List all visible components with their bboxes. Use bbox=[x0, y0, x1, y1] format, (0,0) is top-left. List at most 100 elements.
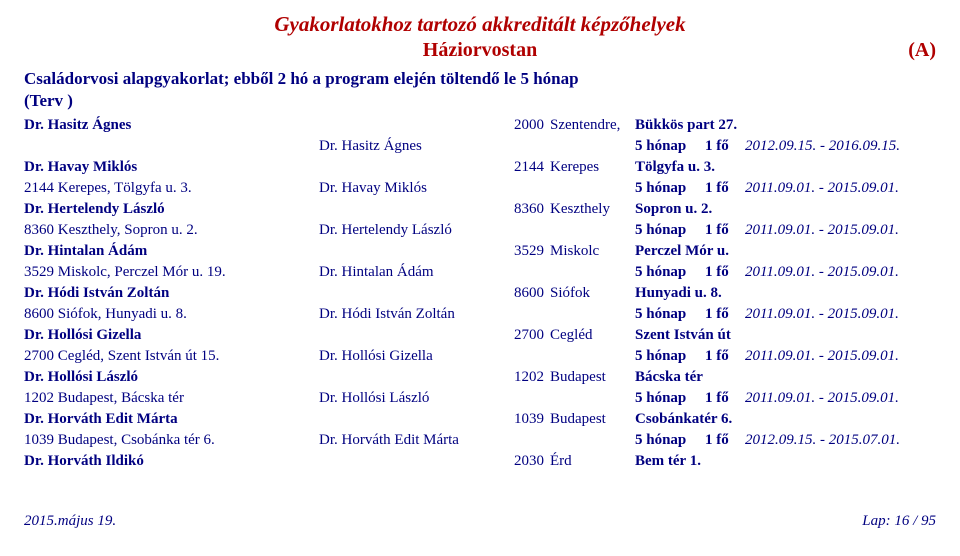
entry-capacity: 1 fő bbox=[705, 220, 745, 241]
entry-name: Dr. Hasitz Ágnes bbox=[24, 115, 319, 136]
entry-address: Perczel Mór u. bbox=[635, 241, 936, 262]
entry-city: Keszthely bbox=[550, 199, 635, 220]
entry-name: Dr. Horváth Ildikó bbox=[24, 451, 319, 472]
entry-dates: 2012.09.15. - 2016.09.15. bbox=[745, 136, 930, 157]
entry-city: Cegléd bbox=[550, 325, 635, 346]
entry-zip: 1202 bbox=[499, 367, 550, 388]
entry-duration: 5 hónap bbox=[635, 388, 705, 409]
entry-city: Siófok bbox=[550, 283, 635, 304]
entry-dates: 2011.09.01. - 2015.09.01. bbox=[745, 346, 930, 367]
entry-address-line: 3529 Miskolc, Perczel Mór u. 19. bbox=[24, 262, 319, 283]
entry-name: Dr. Hertelendy László bbox=[24, 199, 319, 220]
entry-address-line: 8600 Siófok, Hunyadi u. 8. bbox=[24, 304, 319, 325]
entry-capacity: 1 fő bbox=[705, 136, 745, 157]
entry-name2: Dr. Hasitz Ágnes bbox=[319, 136, 499, 157]
footer: 2015.május 19. Lap: 16 / 95 bbox=[24, 513, 936, 530]
entry-name2: Dr. Havay Miklós bbox=[319, 178, 499, 199]
entry-address: Bükkös part 27. bbox=[635, 115, 936, 136]
footer-date: 2015.május 19. bbox=[24, 513, 116, 530]
entry-line1: Dr. Hódi István Zoltán 8600SiófokHunyadi … bbox=[24, 283, 936, 304]
entry-address: Sopron u. 2. bbox=[635, 199, 936, 220]
entry-city: Érd bbox=[550, 451, 635, 472]
entry-line1: Dr. Havay Miklós 2144KerepesTölgyfa u. 3. bbox=[24, 157, 936, 178]
entry-line1: Dr. Hasitz Ágnes 2000Szentendre,Bükkös pa… bbox=[24, 115, 936, 136]
entry-name: Dr. Horváth Edit Márta bbox=[24, 409, 319, 430]
entry-zip: 1039 bbox=[499, 409, 550, 430]
entry-line2: 1202 Budapest, Bácska térDr. Hollósi Lás… bbox=[24, 388, 936, 409]
entry-duration: 5 hónap bbox=[635, 136, 705, 157]
entry-line2: 1039 Budapest, Csobánka tér 6.Dr. Horvát… bbox=[24, 430, 936, 451]
entry-name: Dr. Hintalan Ádám bbox=[24, 241, 319, 262]
entry-line2: Dr. Hasitz Ágnes 5 hónap1 fő2012.09.15. -… bbox=[24, 136, 936, 157]
entry-dates: 2011.09.01. - 2015.09.01. bbox=[745, 220, 930, 241]
entry-zip: 2144 bbox=[499, 157, 550, 178]
entry-line1: Dr. Hollósi László 1202BudapestBácska tér bbox=[24, 367, 936, 388]
entry-line2: 2144 Kerepes, Tölgyfa u. 3.Dr. Havay Mik… bbox=[24, 178, 936, 199]
title-sub-wrap: Háziorvostan (A) bbox=[24, 39, 936, 62]
entry-line1: Dr. Hintalan Ádám 3529MiskolcPerczel Mór … bbox=[24, 241, 936, 262]
entry-name2: Dr. Hollósi Gizella bbox=[319, 346, 499, 367]
entry-zip: 2030 bbox=[499, 451, 550, 472]
entry-duration: 5 hónap bbox=[635, 346, 705, 367]
entry-name2: Dr. Hintalan Ádám bbox=[319, 262, 499, 283]
entry-name2: Dr. Horváth Edit Márta bbox=[319, 430, 499, 451]
entry-zip: 8600 bbox=[499, 283, 550, 304]
entry-duration: 5 hónap bbox=[635, 430, 705, 451]
entry-capacity: 1 fő bbox=[705, 346, 745, 367]
entry-dates: 2011.09.01. - 2015.09.01. bbox=[745, 304, 930, 325]
entry-capacity: 1 fő bbox=[705, 430, 745, 451]
entry-zip: 3529 bbox=[499, 241, 550, 262]
page: Gyakorlatokhoz tartozó akkreditált képző… bbox=[0, 0, 960, 556]
entry-dates: 2011.09.01. - 2015.09.01. bbox=[745, 388, 930, 409]
entry-address: Tölgyfa u. 3. bbox=[635, 157, 936, 178]
entry-zip: 2000 bbox=[499, 115, 550, 136]
entry-duration: 5 hónap bbox=[635, 220, 705, 241]
entry-name2: Dr. Hódi István Zoltán bbox=[319, 304, 499, 325]
entry-line1: Dr. Horváth Edit Márta 1039BudapestCsobán… bbox=[24, 409, 936, 430]
entry-dates: 2011.09.01. - 2015.09.01. bbox=[745, 178, 930, 199]
entry-address: Hunyadi u. 8. bbox=[635, 283, 936, 304]
title-main: Gyakorlatokhoz tartozó akkreditált képző… bbox=[24, 12, 936, 37]
entry-address: Bem tér 1. bbox=[635, 451, 936, 472]
entry-city: Miskolc bbox=[550, 241, 635, 262]
entry-address: Csobánkatér 6. bbox=[635, 409, 936, 430]
entry-dates: 2011.09.01. - 2015.09.01. bbox=[745, 262, 930, 283]
entry-city: Budapest bbox=[550, 367, 635, 388]
entry-line1: Dr. Hollósi Gizella2700CeglédSzent Istvá… bbox=[24, 325, 936, 346]
entry-name2: Dr. Hollósi László bbox=[319, 388, 499, 409]
entry-duration: 5 hónap bbox=[635, 178, 705, 199]
entry-city: Kerepes bbox=[550, 157, 635, 178]
entry-capacity: 1 fő bbox=[705, 178, 745, 199]
entry-line2: 2700 Cegléd, Szent István út 15.Dr. Holl… bbox=[24, 346, 936, 367]
entry-zip: 8360 bbox=[499, 199, 550, 220]
entry-name: Dr. Hollósi László bbox=[24, 367, 319, 388]
entry-line2: 3529 Miskolc, Perczel Mór u. 19.Dr. Hint… bbox=[24, 262, 936, 283]
entries-container: Dr. Hasitz Ágnes2000Szentendre,Bükkös pa… bbox=[24, 115, 936, 472]
entry-line1: Dr. Hertelendy László 8360KeszthelySopron… bbox=[24, 199, 936, 220]
entry-address-line: 8360 Keszthely, Sopron u. 2. bbox=[24, 220, 319, 241]
section-terv: (Terv ) bbox=[24, 91, 936, 111]
footer-page: Lap: 16 / 95 bbox=[862, 513, 936, 530]
entry-duration: 5 hónap bbox=[635, 262, 705, 283]
entry-city: Szentendre, bbox=[550, 115, 635, 136]
title-sub: Háziorvostan bbox=[423, 39, 537, 61]
entry-name2: Dr. Hertelendy László bbox=[319, 220, 499, 241]
entry-line2: 8600 Siófok, Hunyadi u. 8.Dr. Hódi Istvá… bbox=[24, 304, 936, 325]
entry-line1: Dr. Horváth Ildikó 2030ÉrdBem tér 1. bbox=[24, 451, 936, 472]
entry-city: Budapest bbox=[550, 409, 635, 430]
section-heading: Családorvosi alapgyakorlat; ebből 2 hó a… bbox=[24, 68, 936, 89]
entry-capacity: 1 fő bbox=[705, 304, 745, 325]
entry-line2: 8360 Keszthely, Sopron u. 2.Dr. Hertelen… bbox=[24, 220, 936, 241]
header-code: (A) bbox=[908, 39, 936, 62]
entry-capacity: 1 fő bbox=[705, 388, 745, 409]
entry-address-line: 2144 Kerepes, Tölgyfa u. 3. bbox=[24, 178, 319, 199]
entry-zip: 2700 bbox=[499, 325, 550, 346]
entry-capacity: 1 fő bbox=[705, 262, 745, 283]
entry-address-line: 2700 Cegléd, Szent István út 15. bbox=[24, 346, 319, 367]
entry-address-line: 1039 Budapest, Csobánka tér 6. bbox=[24, 430, 319, 451]
entry-address-line: 1202 Budapest, Bácska tér bbox=[24, 388, 319, 409]
entry-address: Bácska tér bbox=[635, 367, 936, 388]
entry-duration: 5 hónap bbox=[635, 304, 705, 325]
entry-name: Dr. Hódi István Zoltán bbox=[24, 283, 319, 304]
entry-name: Dr. Havay Miklós bbox=[24, 157, 319, 178]
